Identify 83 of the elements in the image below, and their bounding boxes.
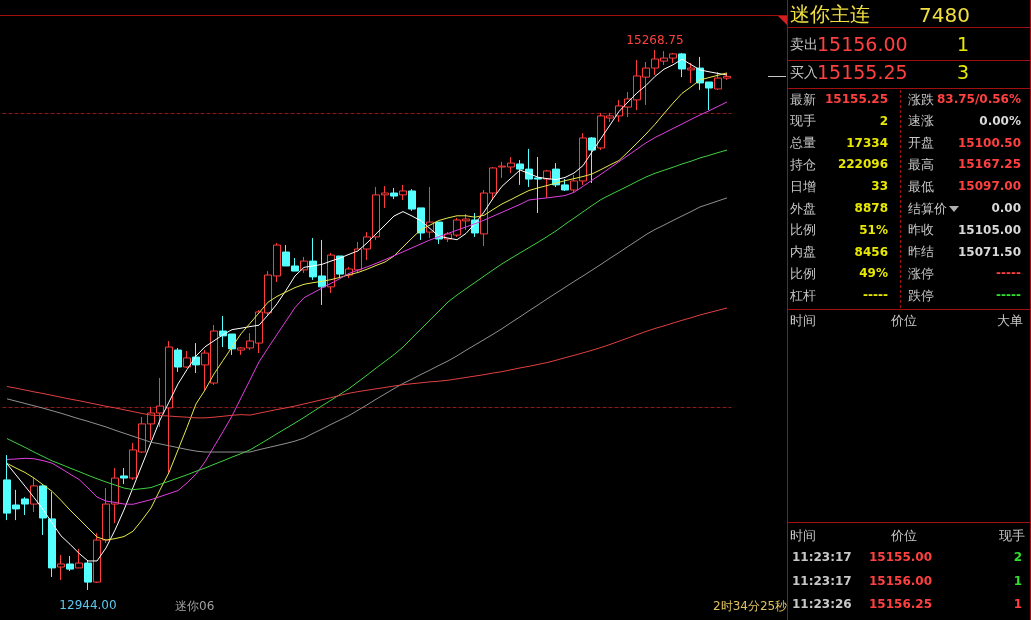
text: 3 <box>957 60 970 83</box>
text: 15156.00 <box>817 32 908 55</box>
candlestick <box>192 342 200 374</box>
text: 2 <box>879 113 888 128</box>
text: 17334 <box>846 135 888 150</box>
text: 11:23:17 <box>792 573 852 588</box>
text: 涨跌 <box>908 91 934 107</box>
text: 涨停 <box>908 265 934 281</box>
text: 15097.00 <box>957 179 1021 194</box>
candlestick <box>66 555 74 572</box>
text: 0.00% <box>979 113 1021 128</box>
text: 15100.50 <box>957 135 1021 150</box>
text: 开盘 <box>908 135 934 151</box>
text: 速涨 <box>908 113 934 129</box>
text: 价位 <box>891 312 917 328</box>
text: ----- <box>996 266 1021 281</box>
text: 持仓 <box>790 156 816 172</box>
candlestick <box>75 548 83 569</box>
text: 8456 <box>854 244 888 259</box>
text: 昨结 <box>908 244 934 260</box>
text: 11:23:26 <box>792 597 852 611</box>
text: 15155.25 <box>817 60 908 83</box>
candlestick <box>57 554 65 581</box>
text: 昨收 <box>908 222 934 238</box>
text: 跌停 <box>908 287 934 303</box>
text: 迷你06 <box>175 599 215 613</box>
candlestick <box>48 491 56 578</box>
text: 83.75/0.56% <box>937 92 1021 106</box>
text: 8878 <box>854 201 888 215</box>
text: 价位 <box>891 527 917 543</box>
text: 外盘 <box>790 200 816 216</box>
text: 1 <box>1013 597 1022 611</box>
text: 卖出 <box>790 36 818 52</box>
candlestick <box>687 62 695 84</box>
text: 15155.25 <box>824 92 888 106</box>
text: 7480 <box>919 3 970 27</box>
candlestick <box>120 467 128 485</box>
candlestick <box>174 347 182 373</box>
text: 现手 <box>790 113 816 129</box>
text: 杠杆 <box>790 287 816 303</box>
text: 222096 <box>837 157 888 172</box>
text: ----- <box>996 288 1021 303</box>
text: 1 <box>957 32 970 55</box>
annotation: 15268.75 <box>626 33 684 47</box>
text: 1 <box>1013 573 1022 588</box>
text: ----- <box>863 288 888 303</box>
text: 2时34分25秒 <box>713 599 788 613</box>
text: 时间 <box>790 527 816 543</box>
text: 15071.50 <box>957 244 1021 259</box>
text: 内盘 <box>790 244 816 260</box>
text: 15105.00 <box>957 222 1021 237</box>
candlestick <box>336 255 344 279</box>
text: 11:23:17 <box>792 550 852 564</box>
text: 比例 <box>790 222 816 238</box>
candlestick <box>183 350 191 369</box>
candlestick <box>588 136 596 184</box>
text: 日增 <box>790 178 816 194</box>
text: 买入 <box>790 64 818 80</box>
text: 总量 <box>790 135 816 151</box>
candlestick <box>399 184 407 201</box>
candlestick <box>39 483 47 536</box>
text: 大单 <box>997 312 1023 328</box>
text: 49% <box>859 266 888 281</box>
text: 0.00 <box>991 201 1021 215</box>
text: 现手 <box>999 527 1025 543</box>
text: 15167.25 <box>957 157 1021 172</box>
text: 结算价 <box>908 200 947 216</box>
text: 最高 <box>908 156 934 172</box>
text: 最低 <box>908 178 934 194</box>
candlestick <box>390 187 398 200</box>
text: 15156.00 <box>869 573 933 588</box>
text: 迷你主连 <box>790 2 870 26</box>
text: 15156.25 <box>869 597 933 611</box>
candlestick <box>543 169 551 199</box>
text: 51% <box>859 222 888 237</box>
text: 比例 <box>790 265 816 281</box>
text: 2 <box>1013 550 1022 564</box>
candlestick <box>84 559 92 591</box>
text: 15155.00 <box>869 550 933 564</box>
text: 最新 <box>790 91 816 107</box>
text: 时间 <box>790 312 816 328</box>
text: 33 <box>871 179 888 194</box>
annotation: 12944.00 <box>59 598 117 612</box>
